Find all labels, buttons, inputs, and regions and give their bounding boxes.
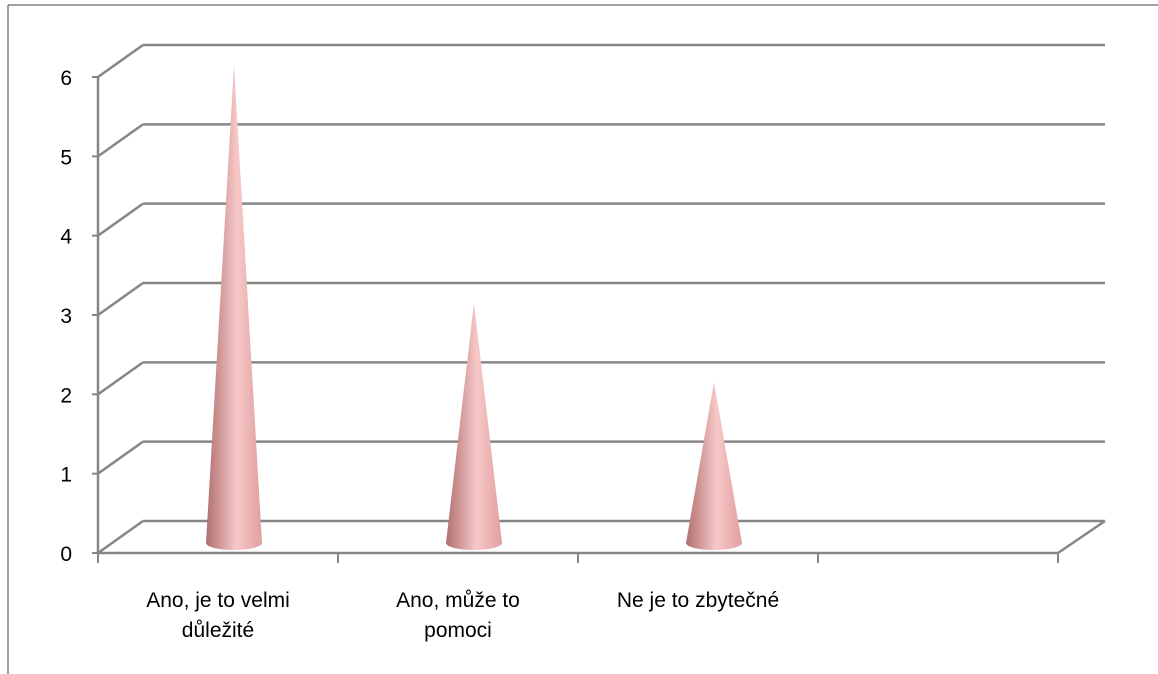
- y-tick-label: 4: [60, 226, 72, 249]
- gridline-diagonal: [97, 519, 144, 555]
- y-tick-label: 5: [60, 146, 72, 169]
- floor-right-edge: [1057, 519, 1106, 555]
- x-tick-label: pomoci: [424, 619, 492, 642]
- gridline-diagonal: [97, 440, 144, 475]
- y-tick-label: 0: [60, 543, 72, 566]
- y-tick-label: 1: [60, 464, 72, 487]
- y-tick-label: 2: [60, 384, 72, 407]
- cone-body: [206, 65, 262, 550]
- y-tick-label: 3: [60, 305, 72, 328]
- cone-bar: [686, 382, 742, 550]
- y-tick-label: 6: [60, 67, 72, 90]
- x-tick-label: Ano, je to velmi: [146, 589, 290, 612]
- x-tick-label: Ne je to zbytečné: [617, 589, 779, 612]
- gridline-diagonal: [97, 281, 144, 317]
- cone-body: [686, 382, 742, 550]
- gridline-diagonal: [97, 123, 144, 158]
- gridline-diagonal: [97, 361, 144, 396]
- cone-bar: [446, 303, 502, 550]
- x-tick-label: důležité: [182, 619, 254, 642]
- gridline-diagonal: [97, 43, 144, 79]
- gridline-diagonal: [97, 202, 144, 237]
- cone-body: [446, 303, 502, 550]
- cone-bar: [206, 65, 262, 550]
- x-tick-label: Ano, může to: [396, 589, 520, 612]
